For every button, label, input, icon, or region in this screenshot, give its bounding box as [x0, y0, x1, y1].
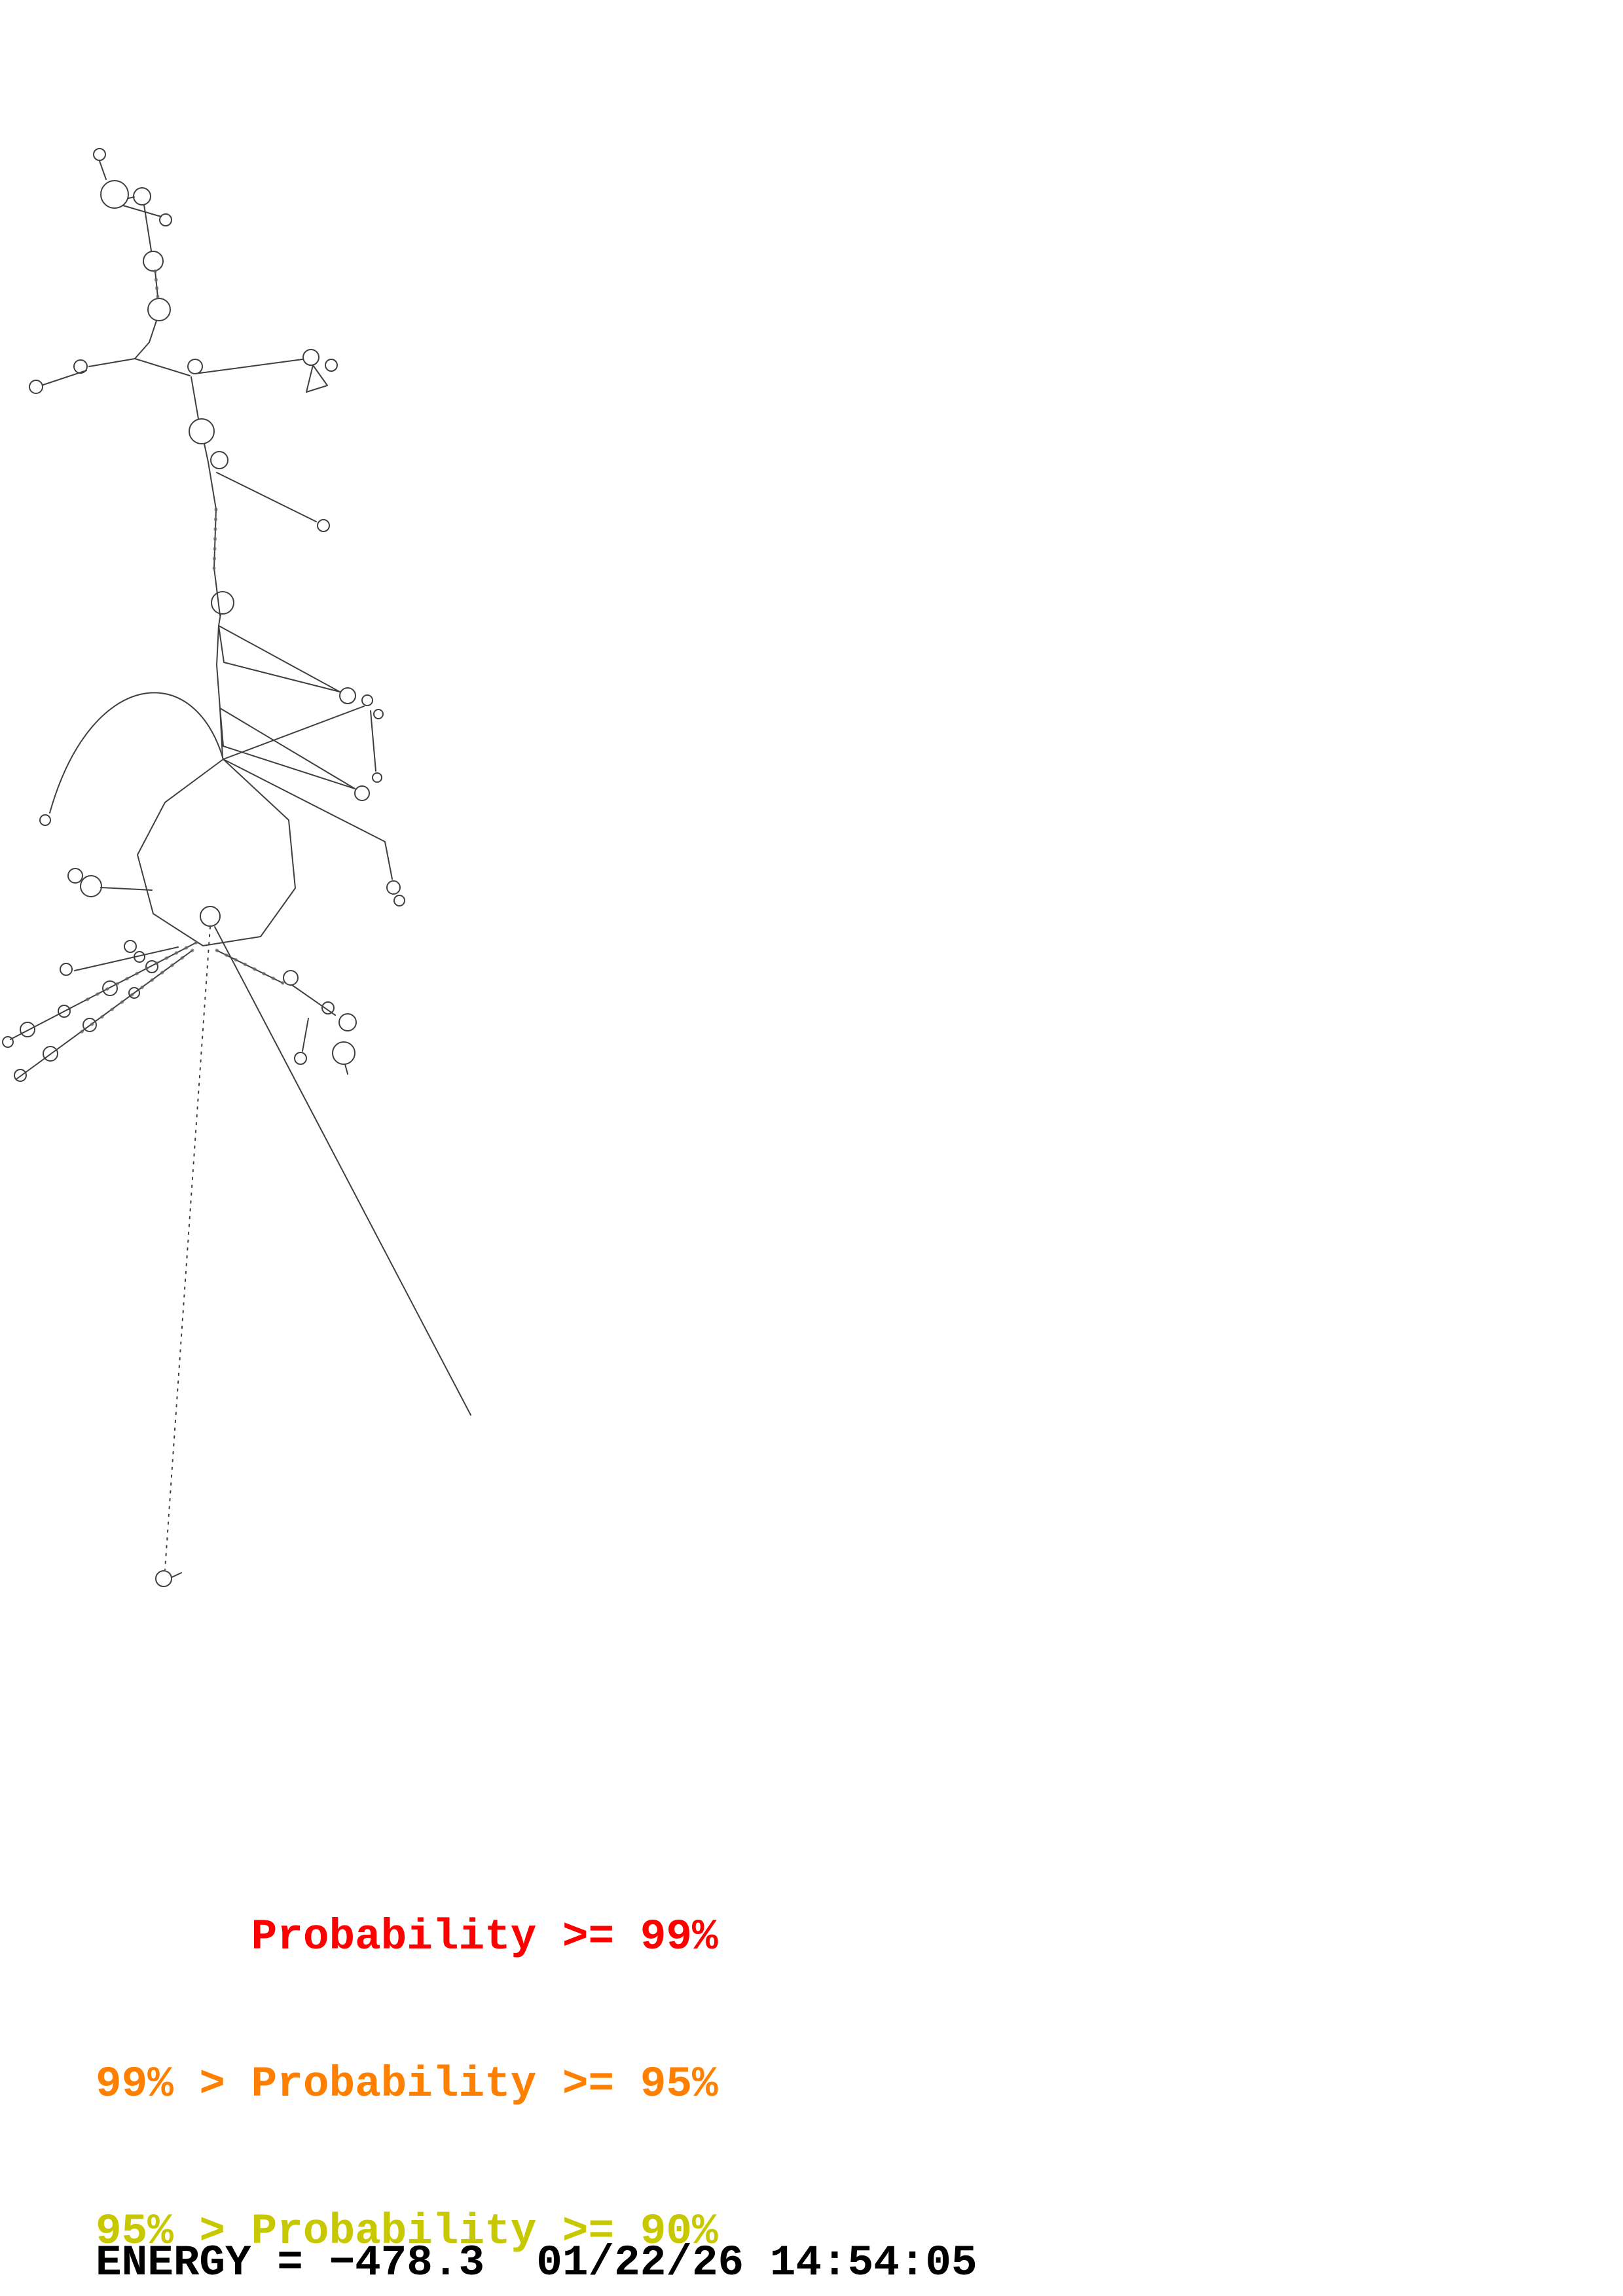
legend-line: Probability >= 99%: [96, 1912, 718, 1962]
energy-line: ENERGY = −478.3 01/22/26 14:54:05: [96, 2238, 977, 2287]
legend-line: 95% > Probability >= 90%: [96, 2207, 718, 2256]
legend-line: 99% > Probability >= 95%: [96, 2060, 718, 2109]
probability-legend: Probability >= 99% 99% > Probability >= …: [96, 1814, 718, 2296]
